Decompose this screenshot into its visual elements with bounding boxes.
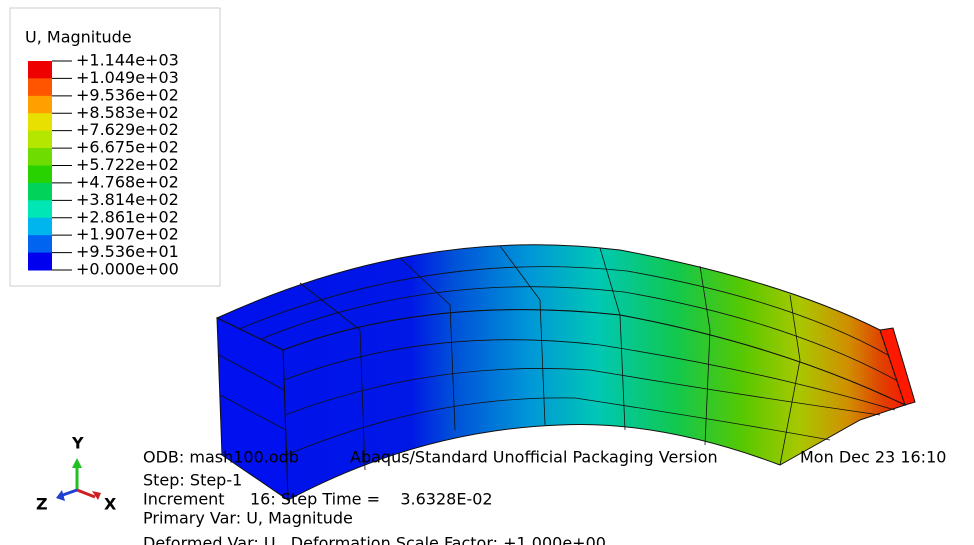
legend-swatch: [28, 253, 52, 271]
legend-label: +5.722e+02: [76, 155, 179, 174]
legend-swatch: [28, 148, 52, 166]
legend-label: +1.144e+03: [76, 51, 179, 70]
axis-label: Y: [71, 434, 84, 453]
legend-label: +6.675e+02: [76, 138, 179, 157]
info-date: Mon Dec 23 16:10: [800, 448, 946, 467]
legend-swatch: [28, 166, 52, 184]
legend-title: U, Magnitude: [25, 28, 132, 47]
info-step: Step: Step-1: [143, 471, 242, 490]
info-increment: Increment 16: Step Time = 3.6328E-02: [143, 490, 493, 509]
triad: Y Z X: [36, 434, 117, 514]
legend-swatch: [28, 131, 52, 149]
info-deformed: Deformed Var: U Deformation Scale Factor…: [143, 534, 606, 545]
legend-label: +4.768e+02: [76, 172, 179, 191]
legend-label: +3.814e+02: [76, 190, 179, 209]
legend-label: +2.861e+02: [76, 207, 179, 226]
legend-label: +7.629e+02: [76, 120, 179, 139]
info-version: Abaqus/Standard Unofficial Packaging Ver…: [350, 448, 718, 467]
legend-swatch: [28, 61, 52, 79]
legend-label: +0.000e+00: [76, 260, 179, 279]
axis-label: X: [104, 495, 117, 514]
legend-swatch: [28, 183, 52, 201]
legend-swatch: [28, 218, 52, 236]
legend-label: +9.536e+01: [76, 242, 179, 261]
legend-label: +9.536e+02: [76, 85, 179, 104]
legend-swatch: [28, 96, 52, 114]
legend-scale: +1.144e+03+1.049e+03+9.536e+02+8.583e+02…: [28, 51, 179, 279]
info-primary: Primary Var: U, Magnitude: [143, 509, 353, 528]
axis-label: Z: [36, 495, 48, 514]
viewport: U, Magnitude +1.144e+03+1.049e+03+9.536e…: [0, 0, 974, 545]
legend-label: +1.907e+02: [76, 225, 179, 244]
info-odb: ODB: mash100.odb: [143, 448, 299, 467]
legend-swatch: [28, 235, 52, 253]
legend-swatch: [28, 200, 52, 218]
legend-swatch: [28, 78, 52, 96]
info-block: ODB: mash100.odb Abaqus/Standard Unoffic…: [143, 448, 946, 545]
legend-swatch: [28, 113, 52, 131]
legend-label: +1.049e+03: [76, 68, 179, 87]
legend-label: +8.583e+02: [76, 103, 179, 122]
